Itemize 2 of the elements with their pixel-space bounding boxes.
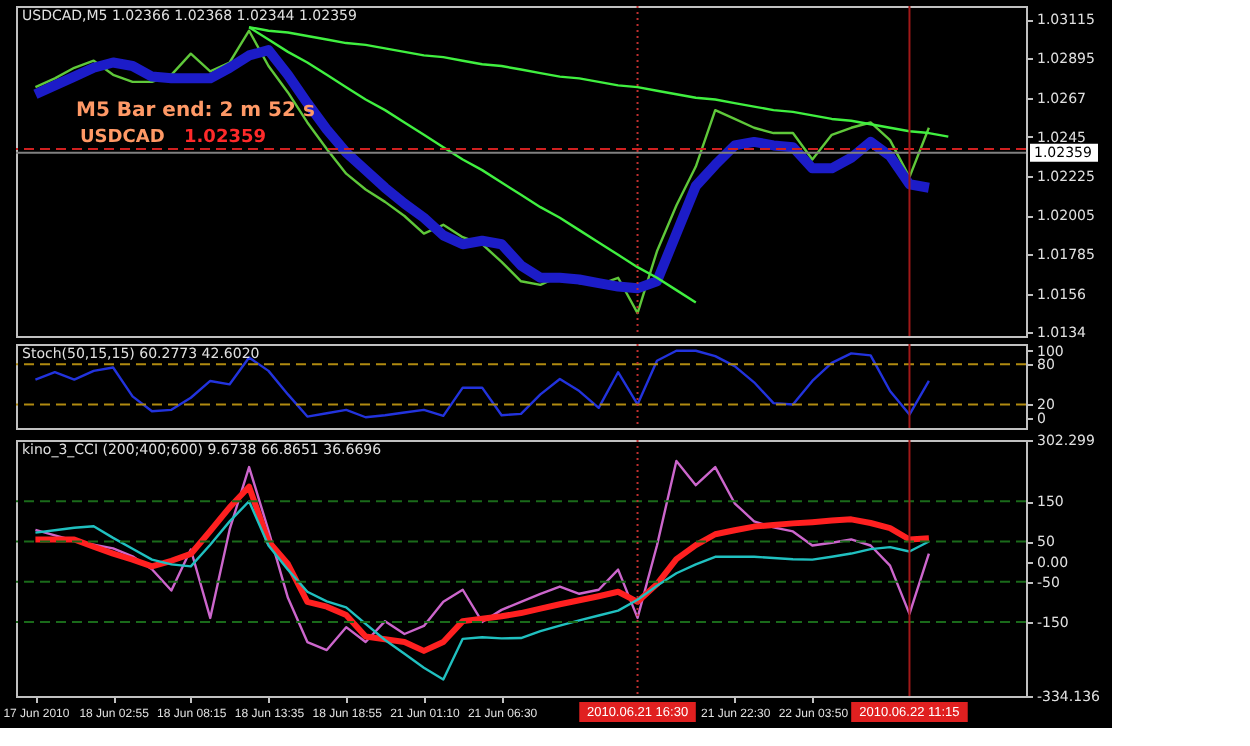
annotation: USDCAD [80, 128, 165, 148]
ref-line-label: 1.02359 [184, 128, 266, 148]
